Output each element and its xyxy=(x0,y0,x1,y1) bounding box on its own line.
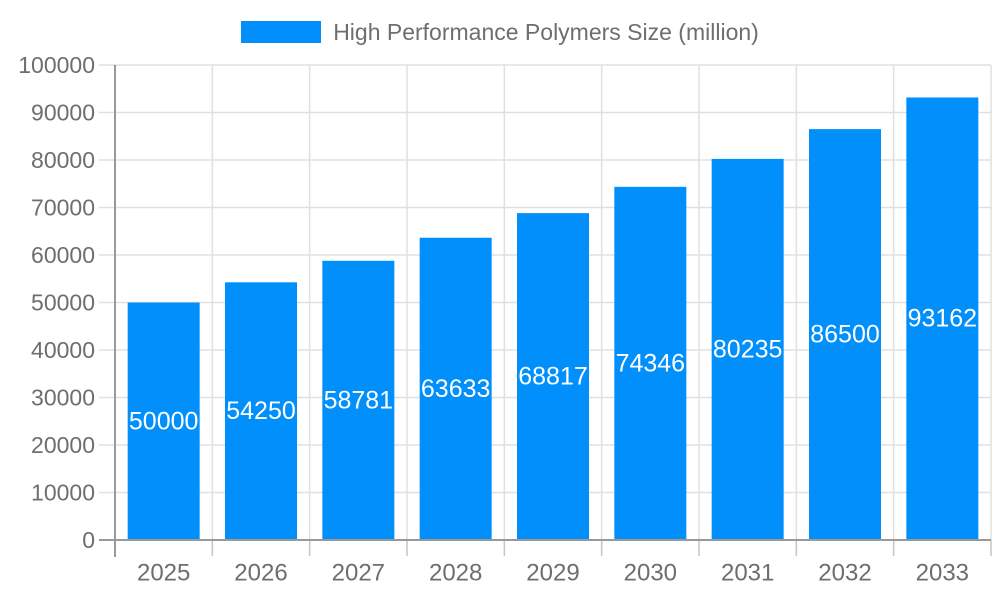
y-axis-label: 30000 xyxy=(31,385,95,411)
y-axis-label: 40000 xyxy=(31,337,95,363)
x-axis-label: 2033 xyxy=(916,560,969,587)
bar-2032 xyxy=(809,129,881,540)
y-axis-label: 80000 xyxy=(31,147,95,173)
y-axis-label: 10000 xyxy=(31,480,95,506)
x-axis-label: 2030 xyxy=(624,560,677,587)
bar-value-label: 80235 xyxy=(713,335,783,363)
y-axis-label: 0 xyxy=(82,527,95,553)
bar-2033 xyxy=(906,97,979,540)
y-axis-label: 70000 xyxy=(31,195,95,221)
y-axis-label: 50000 xyxy=(31,290,95,316)
bar-2026 xyxy=(225,282,297,540)
bar-value-label: 86500 xyxy=(810,321,880,349)
y-axis-label: 90000 xyxy=(31,100,95,126)
legend-item[interactable]: High Performance Polymers Size (million) xyxy=(0,16,1000,48)
bar-value-label: 68817 xyxy=(518,363,588,391)
y-axis-label: 100000 xyxy=(18,52,95,78)
bar-2031 xyxy=(711,158,784,541)
x-axis-label: 2025 xyxy=(137,560,190,587)
x-axis-label: 2026 xyxy=(234,560,287,587)
bar-2028 xyxy=(419,237,492,540)
bar-2025 xyxy=(127,302,200,540)
x-axis-label: 2032 xyxy=(818,560,871,587)
legend-swatch-icon xyxy=(241,21,322,43)
bar-2029 xyxy=(517,213,589,540)
x-axis-label: 2028 xyxy=(429,560,482,587)
bar-2027 xyxy=(322,260,395,540)
bar-value-label: 63633 xyxy=(421,375,491,403)
x-axis-label: 2029 xyxy=(526,560,579,587)
bar-value-label: 54250 xyxy=(226,397,296,425)
bar-value-label: 58781 xyxy=(324,386,394,414)
x-axis-label: 2031 xyxy=(721,560,774,587)
bar-value-label: 93162 xyxy=(908,305,978,333)
x-axis-label: 2027 xyxy=(332,560,385,587)
bar-2030 xyxy=(614,186,687,540)
legend-label: High Performance Polymers Size (million) xyxy=(333,18,759,45)
bar-value-label: 50000 xyxy=(129,407,199,435)
y-axis-label: 60000 xyxy=(31,242,95,268)
y-axis-label: 20000 xyxy=(31,432,95,458)
bar-value-label: 74346 xyxy=(616,349,686,377)
